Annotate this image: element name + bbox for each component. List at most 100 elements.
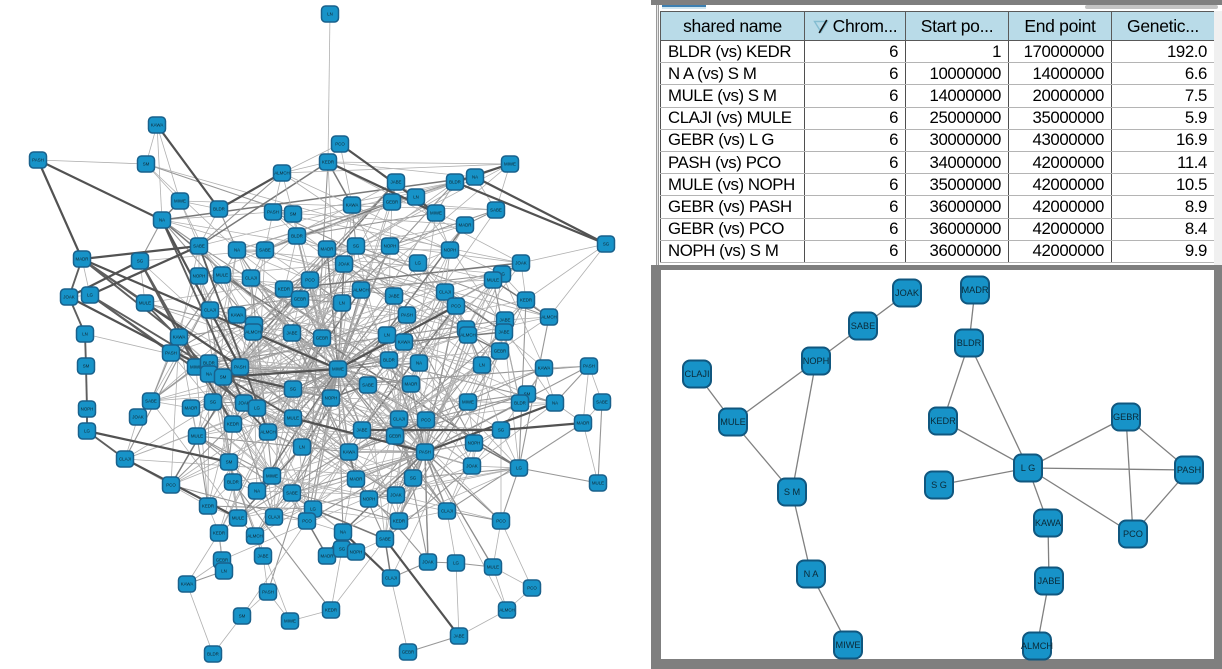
svg-text:MADR: MADR: [961, 285, 988, 295]
svg-text:MADR: MADR: [321, 554, 334, 559]
svg-text:LN: LN: [413, 195, 419, 200]
svg-text:JOAK: JOAK: [390, 493, 402, 498]
svg-text:JOAK: JOAK: [338, 262, 350, 267]
svg-text:NA: NA: [340, 530, 346, 535]
svg-text:MIWE: MIWE: [462, 400, 474, 405]
svg-text:SABE: SABE: [259, 248, 271, 253]
svg-text:ALMCH: ALMCH: [499, 608, 514, 613]
svg-text:LN: LN: [221, 569, 227, 574]
svg-text:KEDR: KEDR: [325, 608, 337, 613]
svg-text:ALMCH: ALMCH: [541, 315, 556, 320]
svg-text:PCO: PCO: [1123, 529, 1143, 539]
svg-text:MULE: MULE: [487, 278, 499, 283]
svg-text:NA: NA: [234, 248, 240, 253]
svg-text:JOAK: JOAK: [422, 560, 434, 565]
svg-text:KEDR: KEDR: [213, 531, 225, 536]
svg-text:LG: LG: [254, 406, 260, 411]
svg-text:MIWE: MIWE: [266, 474, 278, 479]
svg-text:SG: SG: [137, 259, 144, 264]
svg-text:SG: SG: [339, 547, 346, 552]
svg-text:MULE: MULE: [216, 273, 228, 278]
svg-text:MIWE: MIWE: [284, 619, 296, 624]
svg-text:JABE: JABE: [1038, 576, 1061, 586]
svg-text:SG: SG: [290, 387, 297, 392]
svg-text:CLAJI: CLAJI: [245, 276, 257, 281]
svg-text:SM: SM: [83, 364, 90, 369]
svg-text:SM: SM: [143, 162, 150, 167]
svg-text:SG: SG: [603, 242, 610, 247]
svg-text:NOPH: NOPH: [363, 497, 376, 502]
svg-text:CLAJI: CLAJI: [441, 509, 453, 514]
svg-text:SG: SG: [498, 428, 505, 433]
svg-text:MULE: MULE: [487, 565, 499, 570]
svg-text:NOPH: NOPH: [803, 356, 830, 366]
svg-text:S M: S M: [784, 487, 800, 497]
svg-text:KEDR: KEDR: [278, 287, 290, 292]
svg-text:PCO: PCO: [451, 304, 461, 309]
svg-text:PCO: PCO: [305, 278, 315, 283]
svg-text:BLDR: BLDR: [207, 652, 219, 657]
svg-text:SG: SG: [410, 476, 417, 481]
svg-text:BLDR: BLDR: [957, 338, 982, 348]
svg-text:NOPH: NOPH: [444, 248, 457, 253]
svg-text:MIWE: MIWE: [835, 640, 860, 650]
svg-text:KAWA: KAWA: [346, 203, 359, 208]
svg-text:KAWA: KAWA: [1035, 518, 1062, 528]
svg-text:LG: LG: [499, 272, 505, 277]
svg-text:GEBR: GEBR: [316, 336, 328, 341]
svg-text:L G: L G: [1021, 463, 1035, 473]
svg-text:CLAJI: CLAJI: [385, 576, 397, 581]
svg-text:LN: LN: [479, 363, 485, 368]
svg-text:CLAJI: CLAJI: [393, 417, 405, 422]
svg-text:NOPH: NOPH: [350, 550, 363, 555]
svg-text:JABE: JABE: [499, 330, 510, 335]
svg-text:JABE: JABE: [287, 331, 298, 336]
svg-text:CLAJI: CLAJI: [268, 515, 280, 520]
svg-text:KAWA: KAWA: [231, 313, 244, 318]
svg-text:PASH: PASH: [267, 210, 279, 215]
svg-text:S G: S G: [931, 480, 947, 490]
svg-text:KEDR: KEDR: [930, 416, 956, 426]
svg-text:JOAK: JOAK: [466, 464, 478, 469]
svg-text:MULE: MULE: [139, 301, 151, 306]
svg-text:KAWA: KAWA: [151, 123, 164, 128]
svg-text:CLAJI: CLAJI: [204, 308, 216, 313]
svg-text:BLDR: BLDR: [514, 401, 526, 406]
svg-text:SABE: SABE: [193, 244, 205, 249]
svg-text:JABE: JABE: [391, 180, 402, 185]
svg-text:KAWA: KAWA: [538, 366, 551, 371]
svg-text:JABE: JABE: [454, 634, 465, 639]
svg-text:PASH: PASH: [419, 450, 431, 455]
svg-text:ALMCH: ALMCH: [353, 288, 368, 293]
svg-text:SABE: SABE: [286, 491, 298, 496]
svg-text:GEBR: GEBR: [1113, 412, 1139, 422]
svg-text:GEBR: GEBR: [386, 200, 398, 205]
svg-text:SM: SM: [239, 614, 246, 619]
svg-text:LG: LG: [415, 261, 421, 266]
svg-text:JOAK: JOAK: [895, 288, 920, 298]
svg-text:MADR: MADR: [321, 247, 334, 252]
svg-text:GEBR: GEBR: [402, 650, 414, 655]
svg-text:MULE: MULE: [720, 417, 746, 427]
svg-text:SM: SM: [290, 212, 297, 217]
svg-text:BLDR: BLDR: [203, 361, 215, 366]
svg-text:GEBR: GEBR: [216, 558, 228, 563]
svg-text:SABE: SABE: [851, 321, 876, 331]
svg-text:SG: SG: [353, 244, 360, 249]
svg-text:ALMCH: ALMCH: [460, 333, 475, 338]
svg-text:NOPH: NOPH: [468, 441, 481, 446]
svg-text:GEBR: GEBR: [294, 297, 306, 302]
svg-text:MIWE: MIWE: [332, 367, 344, 372]
svg-text:NA: NA: [159, 218, 165, 223]
svg-text:JABE: JABE: [357, 428, 368, 433]
svg-text:MADR: MADR: [405, 382, 418, 387]
svg-text:KAWA: KAWA: [343, 450, 356, 455]
svg-text:MADR: MADR: [185, 406, 198, 411]
svg-text:LN: LN: [339, 301, 345, 306]
svg-text:PCO: PCO: [302, 519, 312, 524]
svg-text:ALMCH: ALMCH: [274, 171, 289, 176]
svg-text:MULE: MULE: [592, 481, 604, 486]
svg-text:JOAK: JOAK: [63, 295, 75, 300]
svg-text:PCO: PCO: [496, 519, 506, 524]
svg-text:NOPH: NOPH: [193, 274, 206, 279]
